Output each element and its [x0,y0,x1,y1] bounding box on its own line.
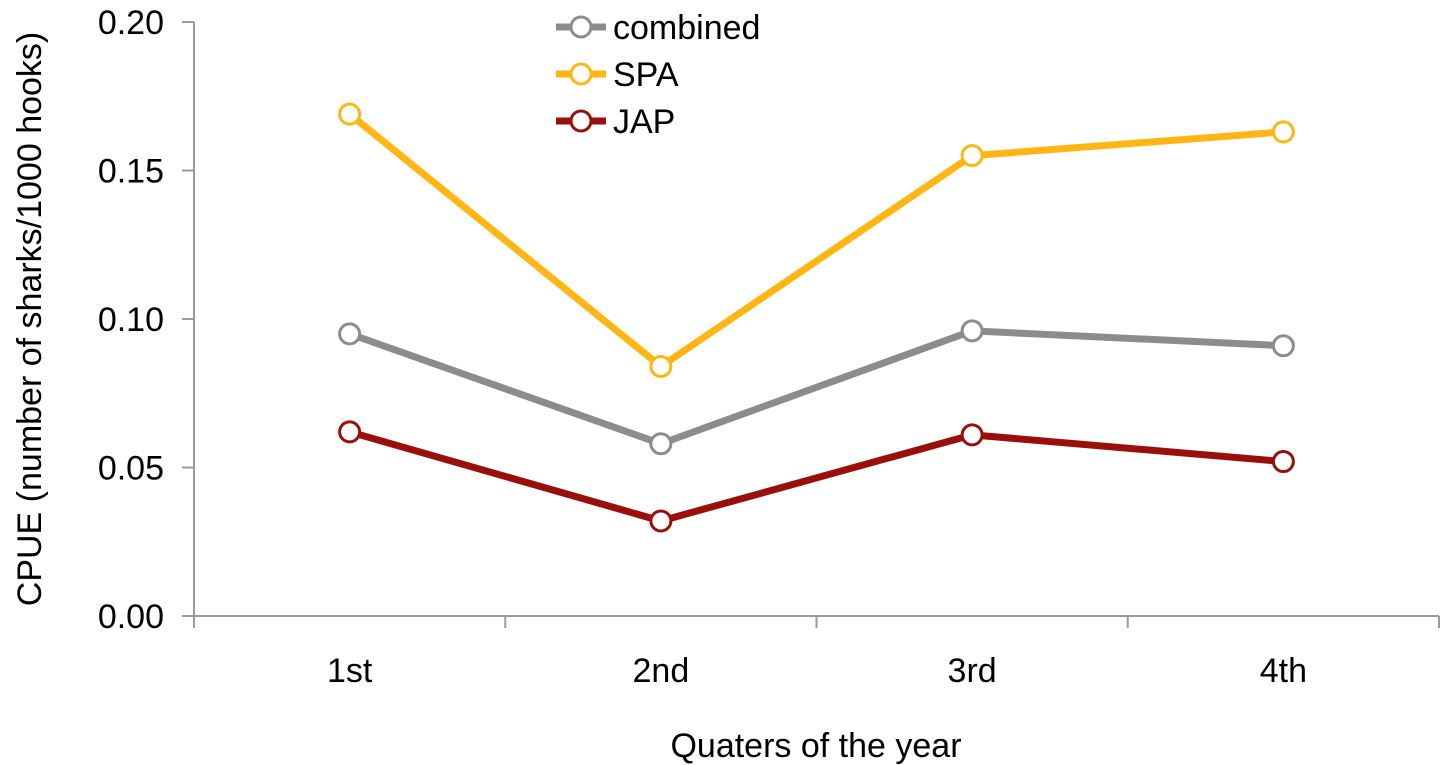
series-jap [338,420,1295,533]
data-point [1271,120,1295,144]
data-point [960,144,984,168]
series-spa [338,102,1295,379]
legend-label: combined [613,9,760,47]
legend-item-combined: combined [556,9,760,47]
data-point [1271,334,1295,358]
x-tick-label: 3rd [948,652,997,690]
y-ticks: 0.00 0.05 0.10 0.15 0.20 [98,4,194,636]
legend-label: JAP [613,103,675,141]
legend-swatch-marker [569,62,593,86]
y-tick-label: 0.20 [98,4,164,42]
legend-item-jap: JAP [556,103,675,141]
data-point [1271,450,1295,474]
x-tick-label: 4th [1260,652,1307,690]
data-point [338,102,362,126]
y-tick-label: 0.00 [98,598,164,636]
axes [193,22,1439,617]
data-point [649,355,673,379]
legend: combined SPA JAP [556,9,760,141]
series-line [347,111,1284,371]
x-axis-title: Quaters of the year [670,727,961,765]
y-axis-title: CPUE (number of sharks/1000 hooks) [11,32,49,606]
data-point [960,319,984,343]
legend-label: SPA [613,56,679,94]
x-ticks: 1st 2nd 3rd 4th [193,616,1440,690]
data-point [649,432,673,456]
y-tick-label: 0.15 [98,153,164,191]
series-line [348,428,1284,525]
data-point [960,423,984,447]
x-tick-label: 2nd [633,652,690,690]
legend-item-spa: SPA [556,56,679,94]
series-combined [338,319,1295,456]
legend-swatch-marker [569,15,593,39]
y-tick-label: 0.10 [98,301,164,339]
data-point [338,322,362,346]
y-tick-label: 0.05 [98,450,164,488]
series-line [348,327,1284,448]
legend-swatch-marker [569,109,593,133]
x-tick-label: 1st [327,652,373,690]
data-point [649,509,673,533]
data-point [338,420,362,444]
series-layer [338,102,1295,533]
